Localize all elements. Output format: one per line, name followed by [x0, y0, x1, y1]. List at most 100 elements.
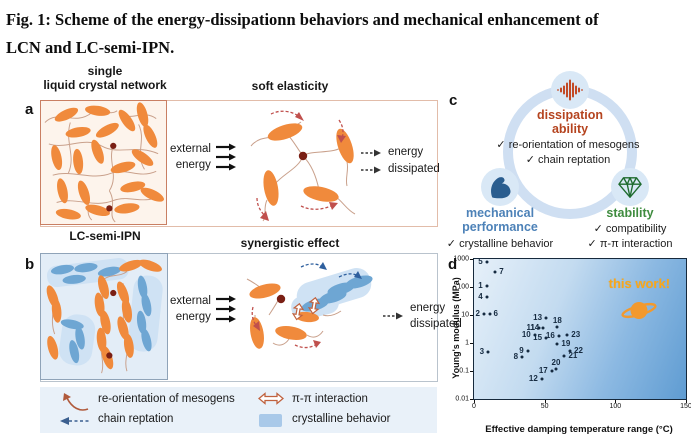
- scatter-point: [485, 284, 489, 288]
- diamond-icon: [618, 177, 642, 198]
- panel-c: dissipation ability ✓ re-orientation of …: [445, 62, 691, 265]
- check-icon: ✓: [587, 238, 597, 250]
- legend-item-label: re-orientation of mesogens: [98, 393, 235, 405]
- panel-b-heading: LC-semi-IPN: [69, 229, 141, 243]
- y-tick-label: 1000: [453, 255, 469, 263]
- scatter-point: [544, 336, 548, 340]
- stability-check-2: ✓ π-π interaction: [570, 237, 690, 252]
- y-tick-label: 0.01: [455, 395, 469, 403]
- crosslink-dot: [298, 151, 308, 161]
- x-tick-label: 0: [472, 403, 476, 410]
- dissipation-check-2: ✓ chain reptation: [445, 153, 691, 168]
- scatter-point-label: 4: [478, 292, 483, 302]
- scatter-point-label: 10: [521, 330, 531, 340]
- lcn-network-drawing: [44, 102, 164, 223]
- scatter-point: [488, 312, 492, 316]
- y-tick-mark: [470, 259, 473, 260]
- scatter-point-label: 14: [530, 323, 540, 333]
- check-text: re-orientation of mesogens: [508, 139, 640, 151]
- scatter-point-label: 19: [561, 339, 571, 349]
- panel-a-subtitle: soft elasticity: [251, 79, 329, 93]
- panel-b-letter: b: [25, 256, 35, 273]
- legend: re-orientation of mesogens chain reptati…: [40, 387, 437, 433]
- panel-a-network-box: [40, 100, 167, 225]
- dissipated-word: dissipated: [388, 163, 440, 175]
- y-axis-label: Young's modulus (MPa): [451, 277, 461, 379]
- dissipation-node-icon: [551, 71, 589, 109]
- scatter-point: [555, 325, 559, 329]
- scatter-point: [485, 260, 489, 264]
- scatter-point: [565, 333, 569, 337]
- scatter-point-label: 21: [568, 350, 578, 360]
- mechanical-title: mechanical performance: [445, 206, 555, 234]
- scatter-point-label: 5: [478, 257, 483, 267]
- dissipated-word: energy: [388, 146, 424, 158]
- y-tick-label: 10: [461, 311, 469, 319]
- scatter-point: [493, 270, 497, 274]
- x-tick-mark: [474, 400, 475, 403]
- scatter-point: [486, 350, 490, 354]
- y-tick-label: 100: [457, 283, 469, 291]
- crosslink-dot: [276, 294, 286, 304]
- panel-a-letter: a: [25, 101, 34, 118]
- check-icon: ✓: [525, 154, 535, 166]
- scatter-point-label: 22: [574, 346, 583, 356]
- external-word: energy: [175, 159, 211, 171]
- crosslink-dot: [110, 142, 117, 150]
- scatter-point-label: 17: [538, 366, 548, 376]
- panel-a-external-energy: external energy: [170, 141, 237, 173]
- dashed-arrow-icon: [383, 312, 403, 320]
- scatter-point: [555, 342, 559, 346]
- stability-title: stability: [606, 206, 654, 220]
- scatter-point-label: 7: [499, 266, 504, 276]
- scatter-point: [526, 349, 530, 353]
- scatter-point-label: 13: [533, 313, 543, 323]
- check-icon: ✓: [496, 139, 506, 151]
- dissipation-title-line2: ability: [551, 122, 589, 136]
- y-tick-mark: [470, 399, 473, 400]
- scatter-point-label: 9: [519, 345, 524, 355]
- saturn-icon: [620, 296, 658, 329]
- mechanical-check-1: ✓ crystalline behavior: [437, 237, 563, 252]
- muscle-arm-icon: [491, 177, 511, 199]
- external-word: energy: [175, 311, 211, 323]
- caption-line-1: Fig. 1: Scheme of the energy-dissipation…: [6, 10, 599, 29]
- scatter-point: [520, 355, 524, 359]
- scatter-point-label: 2: [475, 308, 480, 318]
- scatter-point-label: 8: [513, 351, 519, 361]
- external-word: external: [170, 143, 211, 155]
- scatter-point: [482, 312, 486, 316]
- caption-line-2: LCN and LC-semi-IPN.: [6, 38, 175, 57]
- dissipation-title: dissipation ability: [470, 108, 670, 136]
- scatter-point-label: 1: [478, 280, 483, 290]
- crosslink-dot: [110, 289, 117, 297]
- scatter-point: [568, 349, 572, 353]
- dissipation-title-line1: dissipation: [537, 108, 603, 122]
- scatter-point: [533, 333, 537, 337]
- panel-b-external-energy: external energy: [170, 293, 237, 325]
- dissipation-check-1: ✓ re-orientation of mesogens: [445, 138, 691, 153]
- pi-pi-bond-icon: [291, 296, 321, 321]
- panel-a-heading-line1: single: [87, 64, 123, 78]
- scatter-point: [544, 316, 548, 320]
- dashed-arrow-icon: [361, 166, 381, 173]
- mechanical-title-line2: performance: [462, 220, 538, 234]
- crosslink-dot: [106, 352, 113, 359]
- y-tick-mark: [470, 315, 473, 316]
- y-tick-label: 1: [465, 339, 469, 347]
- check-text: compatibility: [605, 223, 667, 235]
- y-tick-mark: [470, 371, 473, 372]
- scatter-point: [562, 354, 566, 358]
- dissipated-word: energy: [410, 302, 446, 314]
- chain-reptation-arrow-icon: [60, 417, 89, 425]
- plot-area: this work! 1 2 3 4 5 6 7 8 9 10 11 12 13 14 15 16 17 18 19…: [453, 256, 691, 411]
- legend-item-label: crystalline behavior: [292, 413, 391, 425]
- panel-b-energy-dissipated: energy dissipated: [382, 300, 462, 332]
- scatter-point-label: 16: [545, 330, 555, 340]
- scatter-point: [557, 334, 561, 338]
- x-tick-label: 150: [680, 403, 691, 410]
- check-text: chain reptation: [538, 154, 611, 166]
- panel-b-subtitle: synergistic effect: [240, 236, 340, 250]
- lc-semi-ipn-drawing: [46, 258, 163, 374]
